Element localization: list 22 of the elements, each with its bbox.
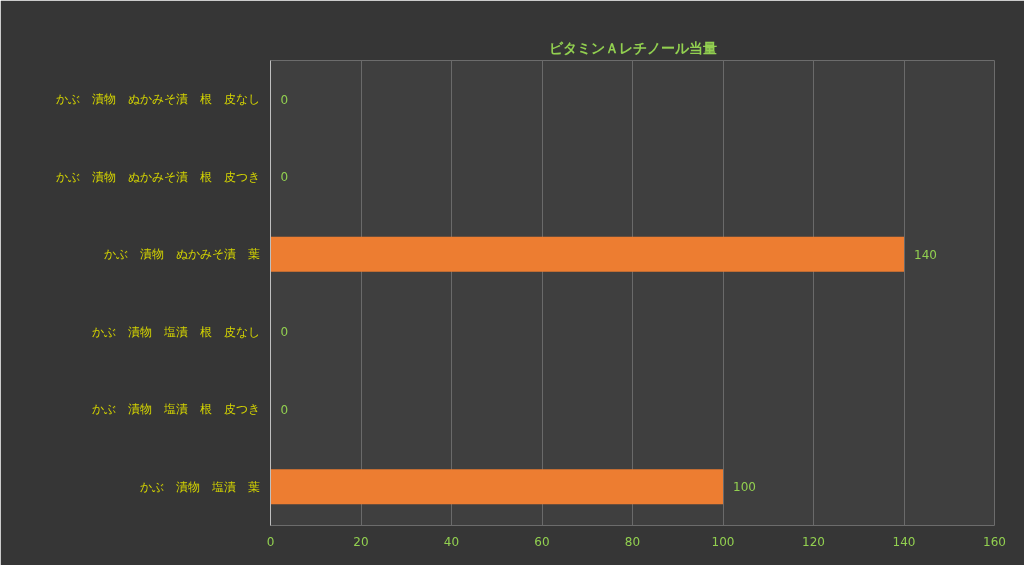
chart-title: ビタミンＡレチノール当量 <box>548 39 717 56</box>
y-tick-label: かぶ 漬物 塩漬 根 皮なし <box>91 324 260 339</box>
y-tick-label: かぶ 漬物 ぬかみそ漬 根 皮つき <box>55 169 260 184</box>
x-tick-label: 60 <box>534 534 550 549</box>
y-tick-label: かぶ 漬物 塩漬 根 皮つき <box>91 402 260 417</box>
data-label: 0 <box>280 325 289 340</box>
x-tick-label: 80 <box>624 534 641 549</box>
data-label: 0 <box>280 92 289 107</box>
data-label: 0 <box>280 402 289 417</box>
x-tick-label: 160 <box>983 534 1006 549</box>
y-tick-label: かぶ 漬物 ぬかみそ漬 根 皮なし <box>55 92 260 107</box>
x-tick-label: 100 <box>711 534 735 549</box>
y-tick-label: かぶ 漬物 ぬかみそ漬 葉 <box>103 247 260 262</box>
x-tick-label: 120 <box>802 534 825 549</box>
x-tick-label: 0 <box>266 534 275 549</box>
x-tick-label: 20 <box>353 534 369 549</box>
x-tick-label: 140 <box>892 534 916 549</box>
data-label: 140 <box>914 247 937 262</box>
y-tick-label: かぶ 漬物 塩漬 葉 <box>139 479 260 494</box>
data-label: 0 <box>280 170 289 185</box>
x-tick-label: 40 <box>443 534 460 549</box>
data-label: 100 <box>733 480 756 495</box>
